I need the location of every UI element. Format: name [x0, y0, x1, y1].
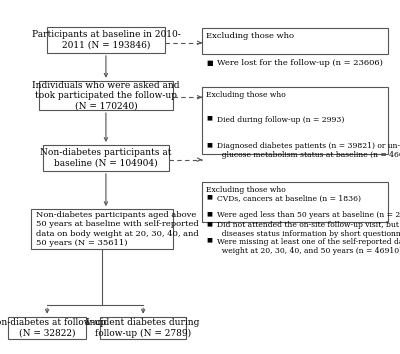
Text: ■: ■ [207, 211, 212, 216]
Text: Participants at baseline in 2010-
2011 (N = 193846): Participants at baseline in 2010- 2011 (… [32, 30, 180, 50]
Bar [202, 182, 388, 222]
Text: Excluding those who: Excluding those who [206, 186, 286, 194]
Bar [39, 81, 172, 110]
Text: Non-diabetes participants at
baseline (N = 104904): Non-diabetes participants at baseline (N… [40, 148, 172, 168]
Bar [43, 145, 169, 171]
Text: Died during follow-up (n = 2993): Died during follow-up (n = 2993) [217, 116, 344, 124]
Text: ■: ■ [207, 221, 212, 226]
Text: Non-diabetes at follow-up
(N = 32822): Non-diabetes at follow-up (N = 32822) [0, 318, 106, 338]
Text: Non-diabetes participants aged above
50 years at baseline with self-reported
dat: Non-diabetes participants aged above 50 … [36, 211, 199, 247]
Text: CVDs, cancers at baseline (n = 1836): CVDs, cancers at baseline (n = 1836) [217, 195, 361, 202]
Text: Were lost for the follow-up (n = 23606): Were lost for the follow-up (n = 23606) [217, 59, 383, 67]
Text: Were missing at least one of the self-reported data on body
  weight at 20, 30, : Were missing at least one of the self-re… [217, 238, 400, 255]
Text: ■: ■ [207, 116, 212, 121]
Text: Diagnosed diabetes patients (n = 39821) or un-determined
  glucose metabolism st: Diagnosed diabetes patients (n = 39821) … [217, 142, 400, 159]
Text: Excluding those who: Excluding those who [206, 91, 286, 99]
Text: Did not attended the on-site follow-up visit, but have major
  diseases status i: Did not attended the on-site follow-up v… [217, 221, 400, 238]
Text: ■: ■ [207, 195, 212, 200]
Bar [47, 27, 165, 53]
Bar [100, 316, 186, 339]
Text: Were aged less than 50 years at baseline (n = 22383): Were aged less than 50 years at baseline… [217, 211, 400, 219]
Bar [202, 28, 388, 54]
Text: ■: ■ [207, 59, 213, 67]
Text: Excluding those who: Excluding those who [206, 32, 294, 40]
Bar [32, 209, 172, 249]
Text: ■: ■ [207, 238, 212, 242]
Text: Incident diabetes during
follow-up (N = 2789): Incident diabetes during follow-up (N = … [86, 318, 200, 338]
Text: ■: ■ [207, 142, 212, 147]
Bar [8, 316, 86, 339]
Bar [202, 87, 388, 154]
Text: Individuals who were asked and
took participated the follow-up
(N = 170240): Individuals who were asked and took part… [32, 81, 180, 110]
